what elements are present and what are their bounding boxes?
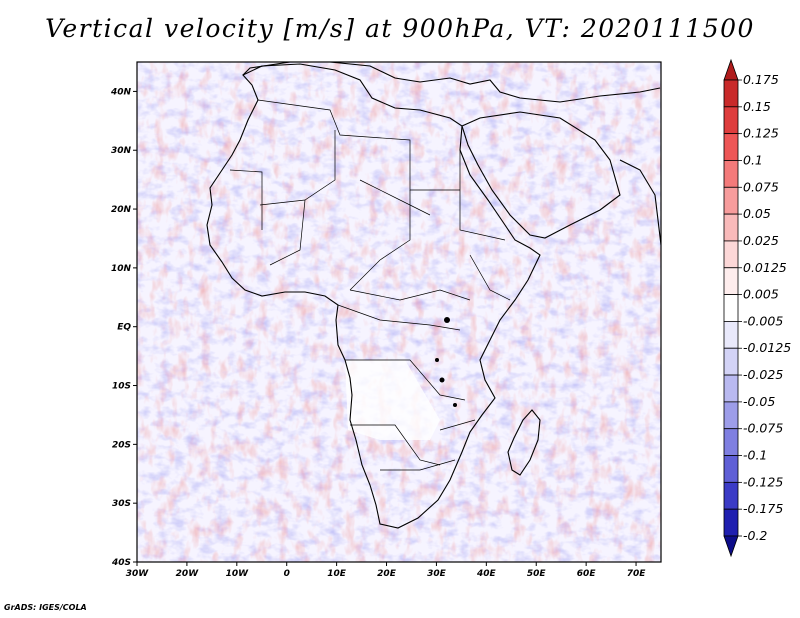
plot-frame — [136, 61, 662, 563]
colorbar-label: -0.075 — [743, 421, 783, 436]
lakes — [435, 317, 457, 407]
colorbar: 0.175 0.15 0.125 0.1 0.075 0.05 0.025 0.0125 0.0… — [723, 58, 791, 558]
lat-tick-label: 30S — [112, 499, 131, 509]
lon-tick-label: 0 — [284, 569, 290, 579]
colorbar-swatch — [723, 58, 739, 81]
colorbar-swatch — [723, 321, 739, 349]
lon-tick-label: 70E — [627, 569, 647, 579]
lon-tick-label: 20W — [176, 569, 200, 579]
lat-tick-label: 20N — [111, 205, 132, 215]
colorbar-label: -0.125 — [743, 474, 783, 489]
colorbar-label: 0.075 — [743, 179, 779, 194]
colorbar-label: 0.1 — [743, 152, 763, 167]
colorbar-swatch — [723, 294, 739, 322]
colorbar-swatch — [723, 213, 739, 242]
lon-tick-label: 50E — [527, 569, 547, 579]
lat-tick-label: EQ — [117, 323, 131, 333]
colorbar-label: 0.05 — [743, 206, 771, 221]
lat-tick-label: 10N — [111, 264, 132, 274]
colorbar-label: -0.0125 — [743, 340, 791, 355]
india-coastline — [619, 159, 661, 246]
plot-area — [137, 62, 661, 562]
lon-tick-label: 30W — [126, 569, 150, 579]
colorbar-swatch — [723, 401, 739, 430]
colorbar-swatch — [723, 481, 739, 510]
chart-title: Vertical velocity [m/s] at 900hPa, VT: 2… — [45, 14, 755, 43]
colorbar-label: 0.025 — [743, 233, 779, 248]
lon-tick-label: 10W — [226, 569, 250, 579]
colorbar-swatch — [723, 347, 739, 376]
colorbar-swatch — [723, 428, 739, 456]
colorbar-label: 0.175 — [743, 72, 779, 87]
colorbar-swatch — [723, 535, 739, 558]
velocity-field — [137, 62, 661, 562]
colorbar-label: -0.05 — [743, 394, 775, 409]
colorbar-label: -0.025 — [743, 367, 783, 382]
colorbar-swatch — [723, 508, 739, 537]
colorbar-label: 0.0125 — [743, 260, 787, 275]
colorbar-swatch — [723, 79, 739, 108]
colorbar-swatch — [723, 133, 739, 161]
low-signal-region — [345, 360, 440, 440]
colorbar-swatch — [723, 455, 739, 483]
madagascar-coastline — [507, 409, 541, 476]
colorbar-label: -0.1 — [743, 448, 767, 463]
colorbar-swatch — [723, 160, 739, 188]
lat-tick-label: 20S — [112, 440, 131, 450]
longitude-axis: 30W 20W 10W 0 10E 20E 30E 40E 50E 60E 70E — [126, 562, 646, 579]
colorbar-label: -0.2 — [743, 528, 767, 543]
lat-tick-label: 40N — [110, 87, 132, 97]
colorbar-label: 0.125 — [743, 126, 779, 141]
colorbar-swatch — [723, 186, 739, 215]
colorbar-swatch — [723, 106, 739, 135]
lon-tick-label: 20E — [377, 569, 397, 579]
grads-credit: GrADS: IGES/COLA — [4, 603, 87, 612]
lat-tick-label: 30N — [111, 146, 132, 156]
lat-tick-label: 40S — [111, 558, 131, 568]
latitude-axis: 40N 30N 20N 10N EQ 10S 20S 30S 40S — [110, 87, 137, 568]
europe-coastline — [242, 62, 661, 103]
colorbar-swatch — [723, 374, 739, 403]
lon-tick-label: 40E — [476, 569, 497, 579]
colorbar-label: 0.15 — [743, 99, 771, 114]
lon-tick-label: 60E — [577, 569, 597, 579]
arabia-coastline — [461, 111, 621, 239]
lon-tick-label: 10E — [327, 569, 347, 579]
colorbar-label: -0.175 — [743, 501, 783, 516]
colorbar-label: 0.005 — [743, 287, 779, 302]
country-borders — [229, 99, 511, 471]
lon-tick-label: 30E — [427, 569, 447, 579]
colorbar-label: -0.005 — [743, 313, 783, 328]
lat-tick-label: 10S — [112, 382, 131, 392]
colorbar-swatch — [723, 267, 739, 295]
colorbar-swatch — [723, 240, 739, 269]
